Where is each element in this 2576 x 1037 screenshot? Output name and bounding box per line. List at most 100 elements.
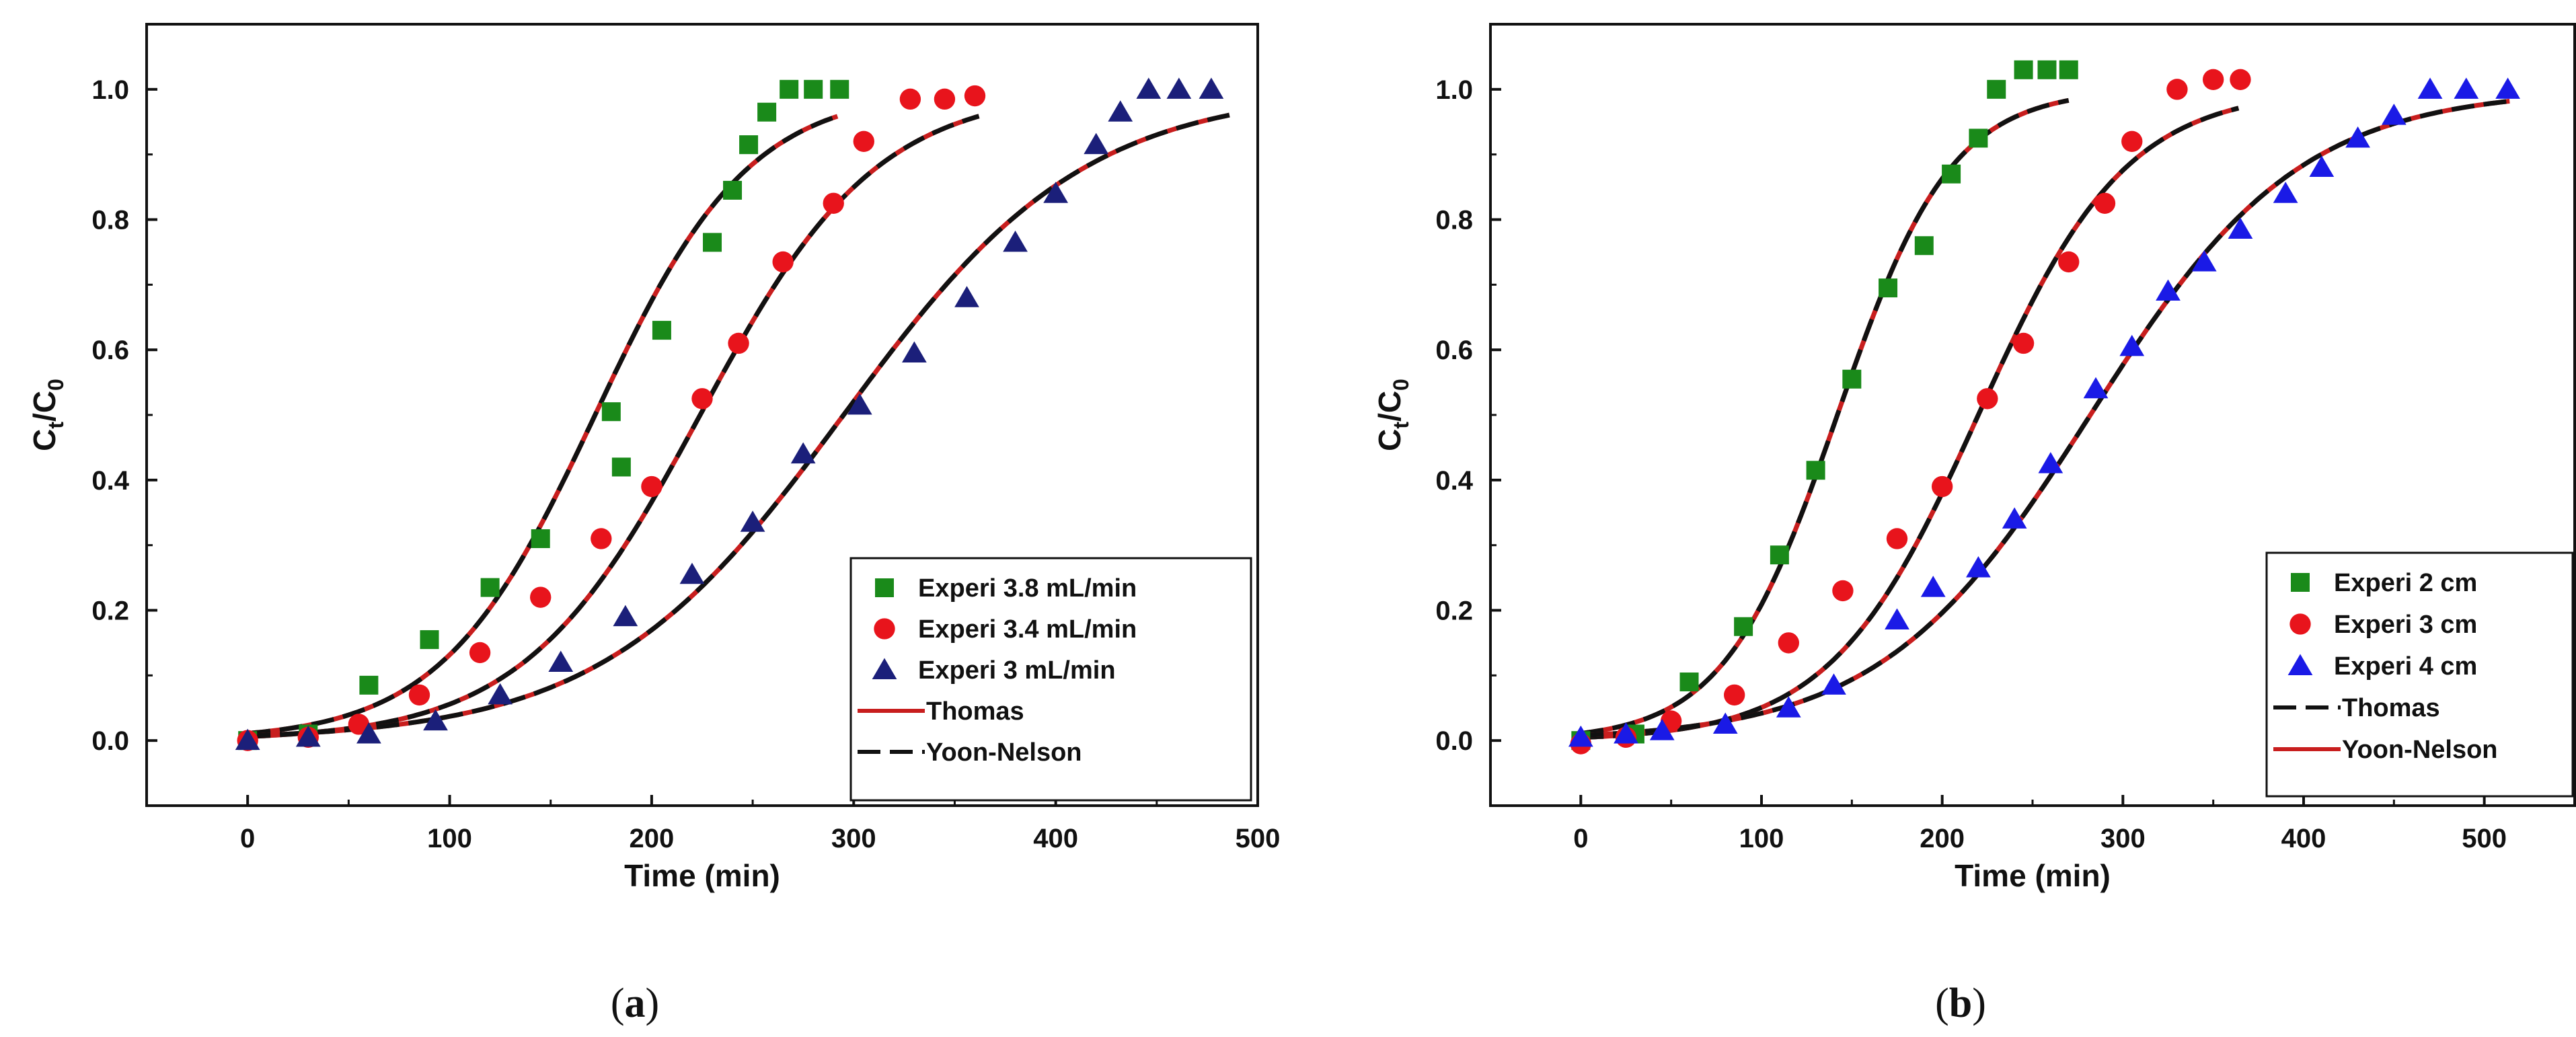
y-tick-label: 0.0 (91, 726, 129, 756)
y-tick-label: 1.0 (91, 75, 129, 105)
data-point-circle (2121, 130, 2143, 152)
data-point-circle (1778, 632, 1799, 654)
x-tick-label: 400 (2281, 824, 2326, 853)
data-point-triangle (679, 562, 705, 584)
data-point-square (611, 457, 631, 477)
data-point-triangle (2156, 279, 2181, 301)
data-point-circle (2202, 69, 2224, 90)
data-point-square (1842, 369, 1862, 389)
data-point-circle (641, 475, 662, 498)
data-point-triangle (1649, 719, 1675, 740)
data-point-circle (2230, 69, 2251, 90)
data-point-square (2059, 60, 2078, 79)
data-point-square (830, 79, 849, 99)
x-tick-label: 500 (1236, 824, 1281, 853)
data-point-circle (1724, 684, 1745, 706)
y-tick-label: 0.4 (1435, 466, 1473, 496)
model-curve-thomas-0 (247, 114, 839, 736)
data-point-square (652, 321, 671, 340)
legend-label: Yoon-Nelson (2342, 736, 2498, 764)
model-curve-thomas-0 (1580, 98, 2070, 736)
data-point-square (420, 630, 439, 650)
data-point-triangle (1166, 77, 1192, 99)
data-point-triangle (790, 442, 816, 464)
data-point-square (2014, 60, 2033, 79)
data-point-triangle (2119, 334, 2145, 356)
x-tick-label: 200 (630, 824, 675, 853)
model-curve-yoon-nelson-2 (248, 112, 1230, 738)
data-point-circle (348, 714, 370, 735)
x-tick-label: 100 (1739, 824, 1784, 853)
data-point-triangle (2083, 377, 2109, 399)
data-point-square (1987, 79, 2006, 99)
x-tick-label: 200 (1920, 824, 1965, 853)
legend-label: Yoon-Nelson (926, 738, 1082, 767)
y-axis-title-b: Ct/C0 (1372, 379, 1413, 451)
legend-label: Experi 3 cm (2334, 611, 2477, 639)
data-point-square (601, 402, 621, 422)
data-point-triangle (1043, 182, 1069, 203)
legend-label: Thomas (2342, 694, 2440, 722)
data-point-square (1734, 617, 1753, 636)
y-tick-label: 0.4 (91, 466, 129, 496)
data-points-b (1568, 60, 2520, 755)
y-tick-label: 0.8 (1435, 206, 1473, 235)
data-point-square (1770, 545, 1789, 565)
data-point-triangle (2191, 249, 2217, 272)
data-point-triangle (1136, 77, 1162, 99)
model-curve-yoon-nelson-0 (247, 114, 839, 736)
legend-label: Thomas (926, 697, 1024, 726)
legend-a: Experi 3.8 mL/min Experi 3.4 mL/min Experi… (849, 557, 1252, 802)
data-point-circle (530, 586, 552, 608)
data-point-triangle (2273, 182, 2298, 203)
data-point-triangle (423, 709, 448, 731)
data-point-triangle (740, 510, 765, 532)
legend-marker-square (875, 578, 894, 597)
data-point-triangle (1568, 725, 1593, 747)
legend-marker-triangle (872, 658, 897, 679)
data-point-triangle (488, 683, 513, 705)
data-point-circle (2166, 79, 2188, 100)
data-point-triangle (356, 722, 381, 744)
data-point-triangle (1821, 673, 1846, 695)
panel-label-a: (a) (611, 981, 659, 1026)
x-axis-title-b: Time (min) (1955, 858, 2111, 893)
data-point-triangle (954, 286, 979, 307)
data-point-triangle (2002, 507, 2027, 529)
data-point-triangle (1712, 712, 1738, 734)
model-curve-thomas-2 (1581, 98, 2510, 738)
legend-label: Experi 3.4 mL/min (918, 615, 1137, 644)
legend-label: Experi 2 cm (2334, 569, 2477, 597)
data-point-triangle (1776, 696, 1801, 718)
data-point-circle (1832, 580, 1854, 602)
data-point-triangle (1966, 556, 1991, 578)
data-point-circle (964, 85, 986, 107)
y-tick-label: 0.6 (91, 336, 129, 365)
data-point-triangle (1920, 576, 1946, 597)
data-point-triangle (2417, 77, 2443, 99)
data-point-square (1879, 278, 1898, 298)
legend-label: Experi 4 cm (2334, 652, 2477, 681)
y-tick-label: 0.0 (1435, 726, 1473, 756)
x-ticks-b: 0 100 200 300 400 500 (1489, 795, 2576, 853)
data-point-square (359, 675, 379, 695)
data-point-triangle (1003, 230, 1028, 252)
x-tick-label: 100 (427, 824, 472, 853)
y-tick-label: 0.6 (1435, 336, 1473, 365)
data-point-triangle (548, 650, 574, 672)
data-point-triangle (1108, 100, 1133, 122)
data-point-circle (899, 88, 921, 110)
data-point-square (757, 102, 777, 122)
data-point-triangle (2228, 217, 2253, 239)
data-point-square (531, 529, 550, 548)
data-point-square (1969, 128, 1988, 148)
y-tick-label: 0.2 (1435, 597, 1473, 626)
data-point-circle (408, 684, 430, 706)
model-curves-a (247, 112, 1230, 739)
data-point-triangle (2309, 155, 2335, 178)
data-point-triangle (2495, 77, 2520, 99)
y-tick-label: 0.2 (91, 597, 129, 626)
legend-label: Experi 3.8 mL/min (918, 574, 1137, 603)
x-axis-title-a: Time (min) (624, 858, 780, 893)
